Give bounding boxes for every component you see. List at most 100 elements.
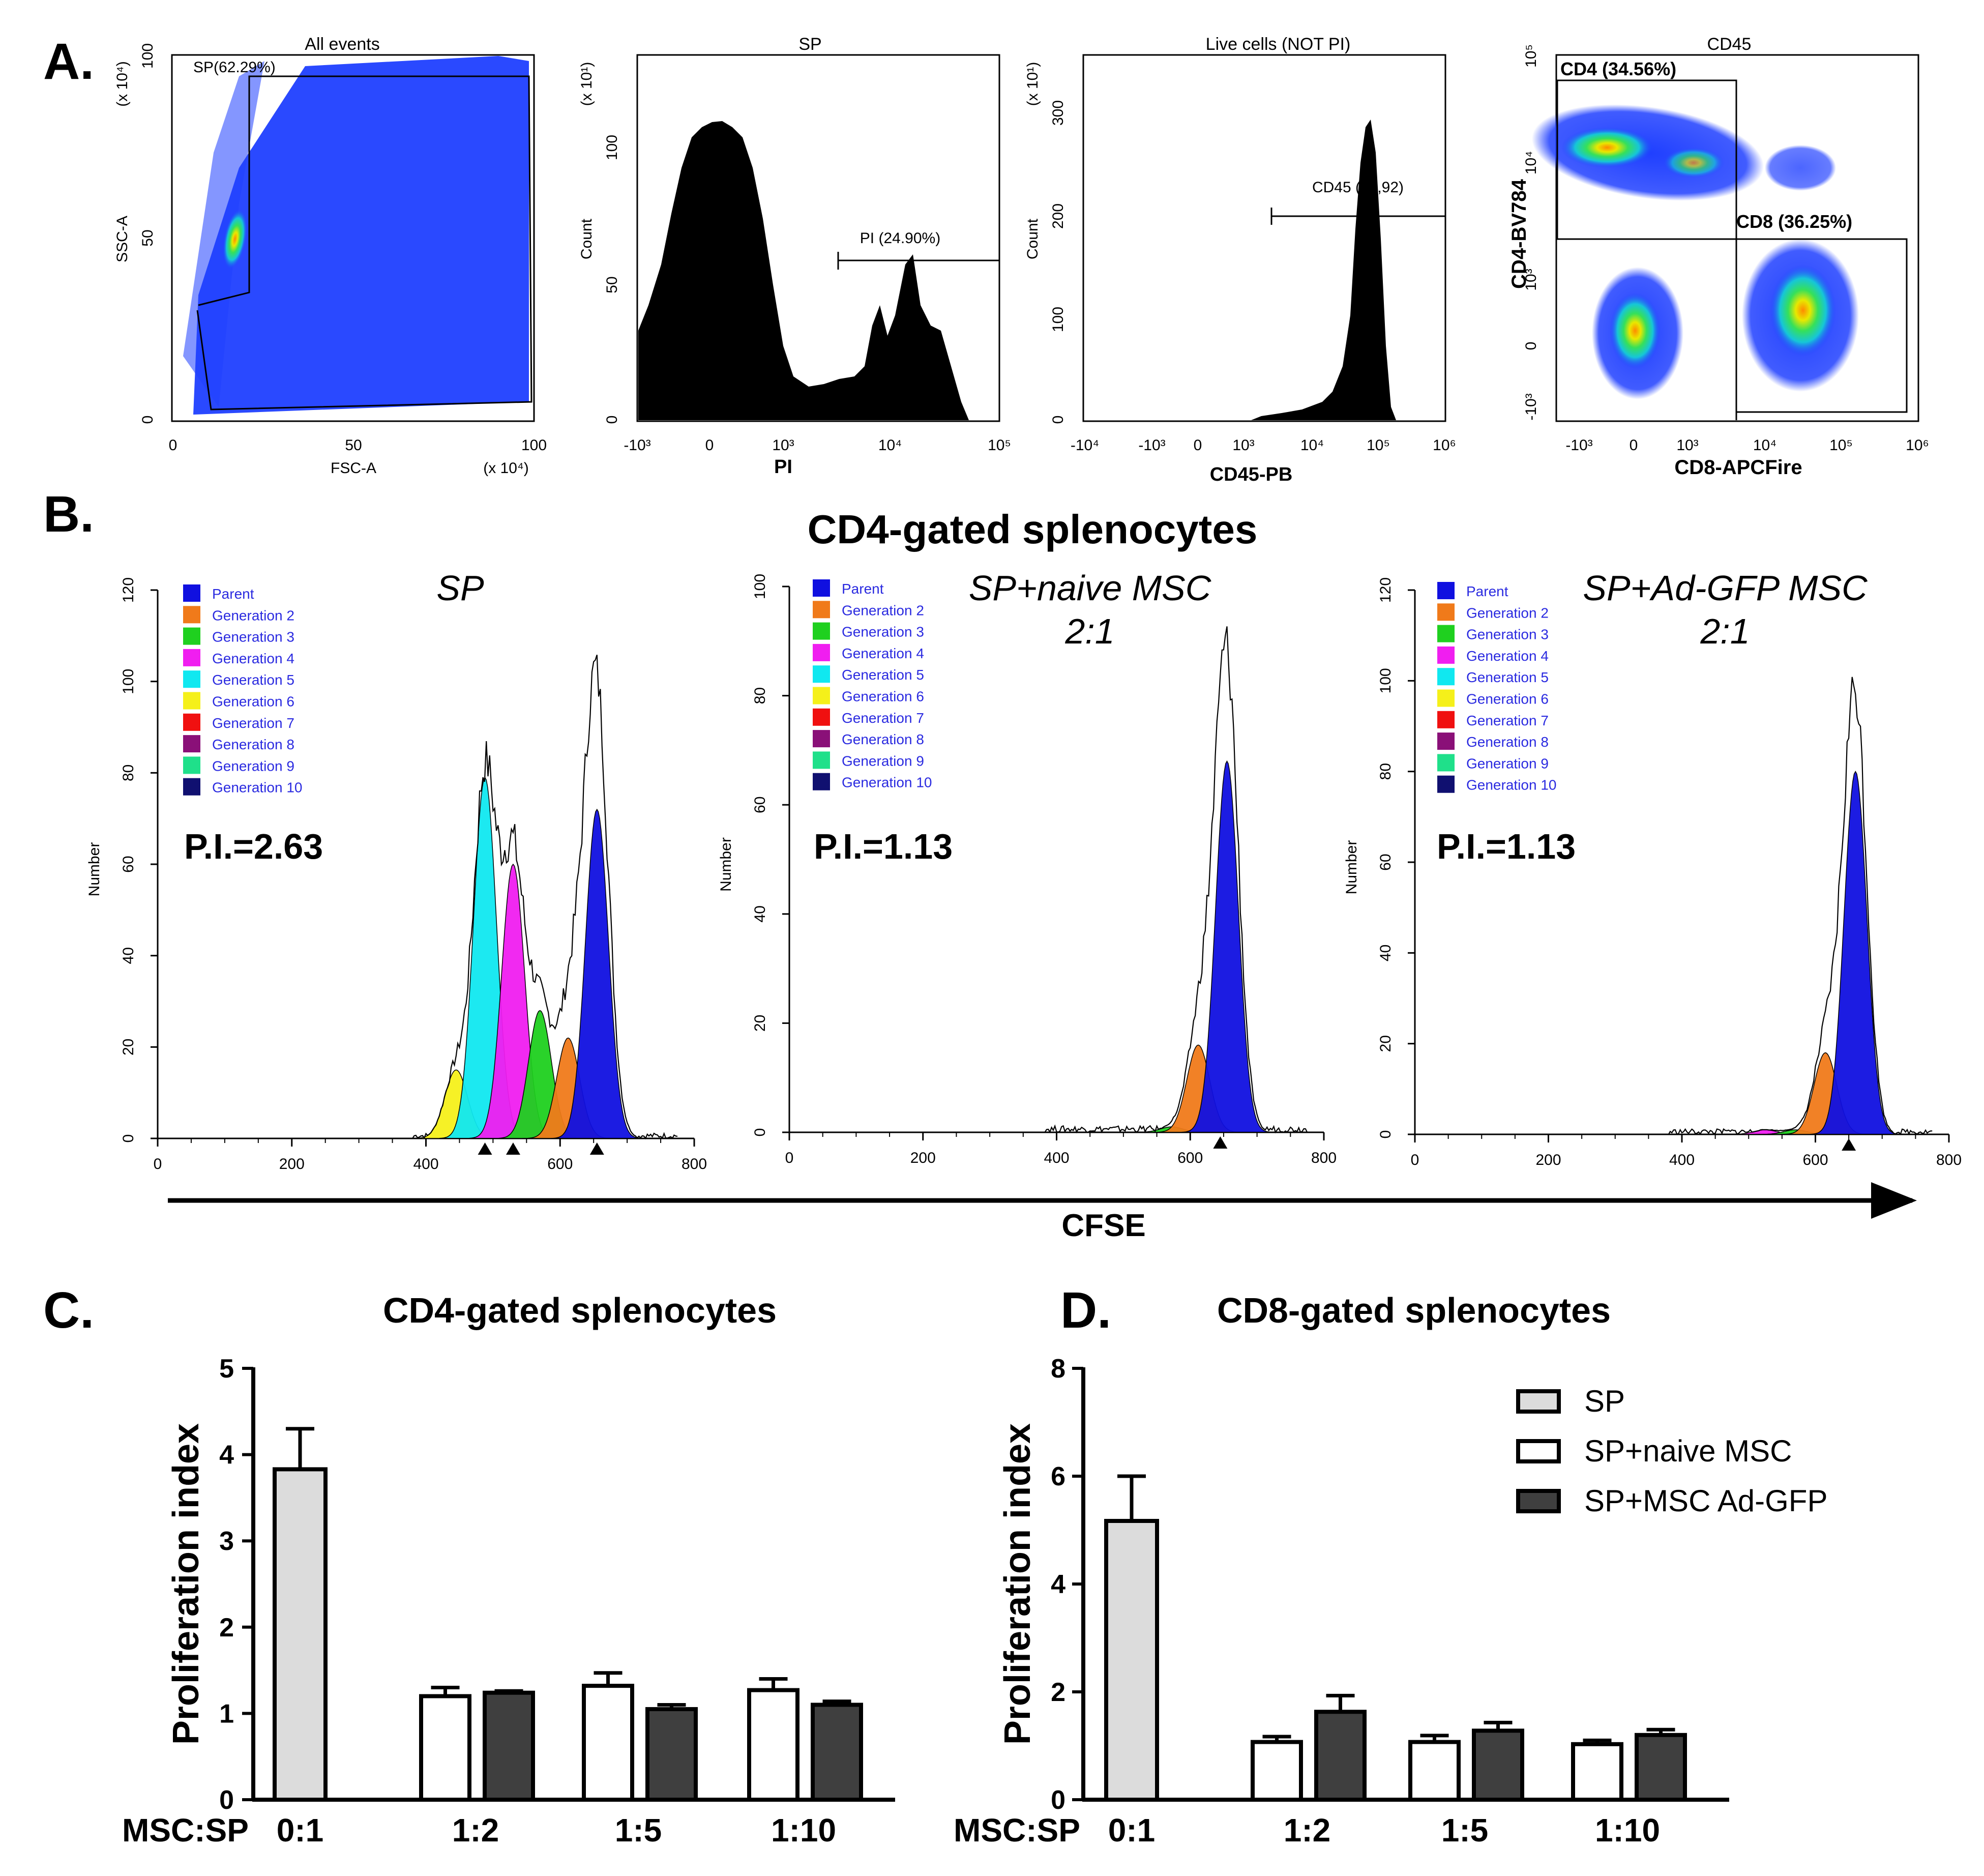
sp-xlabel: PI (774, 456, 792, 478)
bar (1104, 1518, 1159, 1802)
legend-swatch (183, 584, 200, 602)
bar-legend-label: SP+MSC Ad-GFP (1584, 1484, 1827, 1518)
panel-letter-c: C. (43, 1282, 94, 1339)
hist-y-tick-label: 60 (120, 856, 137, 872)
cd45-ytick-0: -10³ (1523, 393, 1539, 420)
legend-label: Generation 7 (212, 715, 294, 731)
bar (1571, 1742, 1623, 1802)
legend-label: Generation 10 (842, 775, 932, 790)
bar-y-tick-label: 4 (219, 1441, 234, 1470)
legend-swatch (183, 756, 200, 774)
bar-x-tick-label: 0:1 (1108, 1812, 1156, 1849)
bar-x-tick-label: 1:5 (615, 1812, 662, 1849)
bar-y-tick-label: 0 (219, 1785, 234, 1815)
flow-cd45-title: CD45 (1707, 35, 1752, 54)
cd4-population-core-2 (1663, 148, 1724, 178)
cd45-xtick-3: 10⁴ (1753, 437, 1776, 454)
sp-yscale: (x 10¹) (578, 62, 595, 106)
legend-swatch (813, 601, 830, 619)
cd45-ytick-2: 10³ (1523, 269, 1539, 290)
dn-population-core (1610, 292, 1661, 369)
bar (273, 1467, 328, 1802)
hist-x-tick-label: 800 (1936, 1152, 1962, 1168)
legend-label: Generation 3 (842, 624, 924, 640)
live-xtick-0: -10⁴ (1071, 437, 1099, 454)
bar-y-tick-label: 3 (219, 1527, 234, 1556)
hist-y-tick-label: 0 (752, 1128, 768, 1137)
bar (419, 1694, 471, 1802)
legend-label: Parent (842, 581, 884, 597)
legend-label: Generation 8 (212, 737, 294, 752)
flow-cd45-frame (1555, 54, 1919, 422)
legend-label: Generation 5 (1466, 669, 1549, 685)
sp-gate-label: SP(62.29%) (193, 59, 276, 76)
legend-label: Generation 9 (212, 758, 294, 774)
live-xtick-3: 10³ (1232, 437, 1254, 454)
hist-x-tick-label: 400 (1044, 1150, 1069, 1166)
bar (645, 1707, 698, 1802)
all-events-xtick-2: 100 (521, 437, 547, 454)
hist-x-tick-label: 800 (1311, 1150, 1337, 1166)
legend-label: Generation 4 (1466, 648, 1549, 664)
hist-x-tick-label: 200 (279, 1156, 305, 1172)
hist-y-tick-label: 0 (120, 1134, 137, 1143)
sp-ylabel: Count (578, 218, 595, 259)
bar-x-tick-label: 1:2 (452, 1812, 499, 1849)
proliferation-index-annotation: P.I.=1.13 (1437, 827, 1576, 866)
bar (483, 1690, 535, 1802)
bar-x-tick-label: 1:2 (1284, 1812, 1331, 1849)
hist-x-tick-label: 200 (1535, 1152, 1561, 1168)
live-xtick-4: 10⁴ (1300, 437, 1324, 454)
bar (811, 1703, 863, 1802)
cd45-xtick-4: 10⁵ (1829, 437, 1853, 454)
bar-x-tick-label: 0:1 (277, 1812, 324, 1849)
hist-y-tick-label: 0 (1377, 1130, 1394, 1139)
bar (582, 1684, 634, 1802)
legend-swatch (183, 627, 200, 645)
hist-y-tick-label: 60 (1377, 854, 1394, 870)
sp-gate (196, 75, 532, 411)
panel-d-title: CD8-gated splenocytes (1217, 1291, 1611, 1330)
hist-title: SP+naive MSC (969, 568, 1211, 608)
all-events-cloud-fringe (183, 61, 264, 407)
cd4-gate-label: CD4 (34.56%) (1560, 58, 1676, 79)
legend-label: Parent (212, 586, 254, 602)
legend-swatch (183, 670, 200, 688)
peak-marker (589, 1142, 604, 1155)
all-events-xtick-1: 50 (345, 437, 362, 454)
legend-label: Generation 7 (1466, 713, 1549, 728)
cd45-ytick-3: 10⁴ (1523, 151, 1539, 174)
cd45-xtick-2: 10³ (1676, 437, 1698, 454)
live-yscale: (x 10¹) (1024, 62, 1041, 106)
hist-x-tick-label: 0 (1411, 1152, 1419, 1168)
panel-letter-a: A. (43, 33, 94, 90)
bar-legend-swatch (1516, 1489, 1561, 1513)
hist-x-tick-label: 0 (785, 1150, 794, 1166)
legend-swatch (813, 751, 830, 769)
hist-y-tick-label: 20 (120, 1039, 137, 1056)
flow-live-cells: Live cells (NOT PI) CD45 (97,92) -10⁴ -1… (1024, 35, 1456, 485)
bar-y-label: Proliferation index (997, 1423, 1038, 1745)
bar-y-tick-label: 2 (219, 1613, 234, 1643)
legend-swatch (1437, 582, 1455, 599)
legend-label: Generation 10 (212, 780, 302, 796)
sp-xtick-0: -10³ (624, 437, 650, 454)
peak-marker (478, 1142, 492, 1155)
flow-all-events-title: All events (305, 35, 379, 54)
all-events-ytick-2: 100 (139, 43, 156, 69)
cd4-cd8-dp-population (1765, 145, 1836, 191)
hist-y-tick-label: 80 (752, 687, 768, 704)
bar-y-tick-label: 1 (219, 1699, 234, 1728)
legend-label: Parent (1466, 583, 1508, 599)
legend-swatch (813, 622, 830, 640)
bar-chart-cd4: 0 1 2 3 4 5 Proliferation index MSC:SP 0:1 1:2 1:5… (122, 1354, 895, 1849)
bar-y-tick-label: 2 (1051, 1678, 1065, 1707)
bar-legend-swatch (1516, 1439, 1561, 1463)
legend-swatch (1437, 732, 1455, 750)
panel-letter-b: B. (43, 486, 94, 543)
sp-ytick-2: 100 (604, 135, 620, 160)
legend-swatch (813, 687, 830, 705)
legend-swatch (183, 778, 200, 796)
bar (1251, 1740, 1303, 1802)
hist-title: SP (436, 568, 484, 608)
